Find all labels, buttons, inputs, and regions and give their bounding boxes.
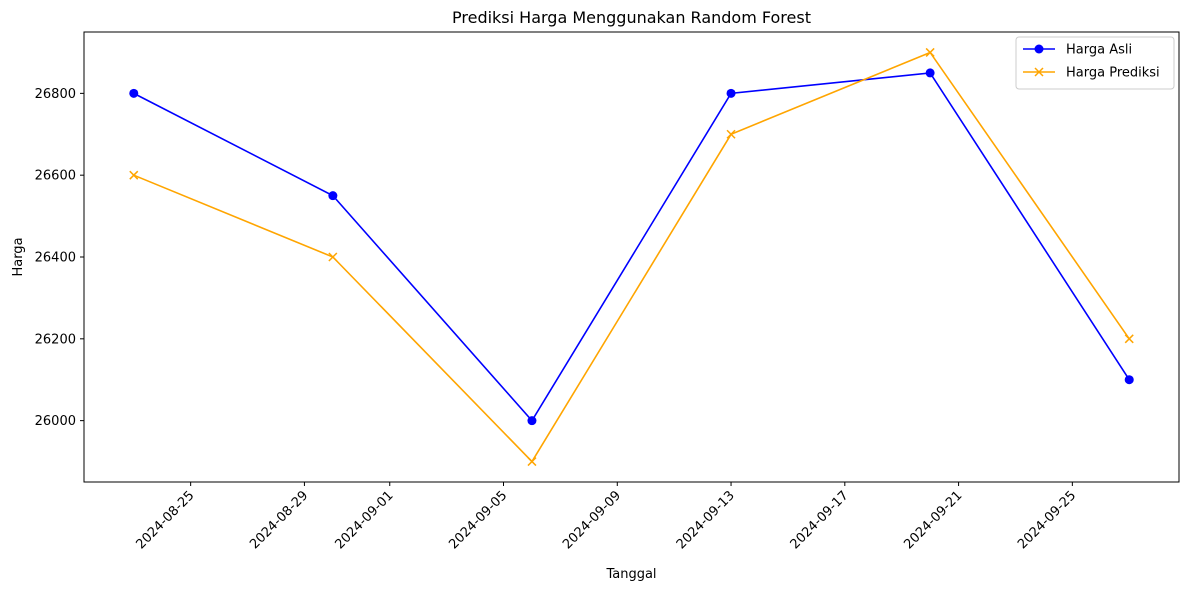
data-point: [726, 88, 736, 98]
y-tick-label: 26800: [35, 87, 76, 102]
chart-title: Prediksi Harga Menggunakan Random Forest: [452, 8, 811, 27]
x-tick-label: 2024-09-01: [333, 488, 397, 552]
legend-entry: Harga Prediksi: [1023, 66, 1160, 81]
data-point: [129, 88, 139, 98]
x-tick-label: 2024-09-09: [560, 488, 624, 552]
data-point: [925, 68, 935, 78]
series-line: [133, 72, 1130, 422]
data-point: [925, 47, 935, 57]
data-point-stroke: [925, 47, 935, 57]
legend-entry: Harga Asli: [1023, 43, 1132, 58]
x-tick-label: 2024-09-21: [901, 488, 965, 552]
data-point-stroke: [726, 129, 736, 139]
data-point: [1124, 375, 1134, 385]
y-axis-label: Harga: [11, 237, 26, 276]
x-tick-label: 2024-09-13: [674, 488, 738, 552]
data-point: [328, 252, 338, 262]
x-tick-label: 2024-09-25: [1015, 488, 1079, 552]
y-axis: 26000 26200 26400 26600 26800: [35, 87, 84, 429]
data-point: [328, 191, 338, 201]
data-point: [1124, 334, 1134, 344]
series-harga-asli: [129, 68, 1134, 426]
legend-marker: [1034, 44, 1044, 54]
y-tick-label: 26200: [35, 332, 76, 347]
series-harga-prediksi: [129, 47, 1134, 467]
y-tick-label: 26000: [35, 414, 76, 429]
data-point-stroke: [328, 252, 338, 262]
data-point: [527, 416, 537, 426]
legend: Harga Asli Harga Prediksi: [1015, 36, 1175, 90]
x-tick-label: 2024-08-29: [247, 488, 311, 552]
data-point-stroke: [129, 170, 139, 180]
data-point: [527, 457, 537, 467]
series-line: [133, 51, 1130, 463]
x-tick-label: 2024-09-05: [446, 488, 510, 552]
data-point-stroke: [527, 457, 537, 467]
y-tick-label: 26600: [35, 169, 76, 184]
legend-label: Harga Asli: [1066, 43, 1132, 58]
legend-box: [1015, 36, 1175, 90]
y-tick-label: 26400: [35, 251, 76, 266]
legend-marker: [1034, 67, 1044, 77]
x-tick-label: 2024-09-17: [788, 488, 852, 552]
data-point: [129, 170, 139, 180]
legend-label: Harga Prediksi: [1066, 66, 1160, 81]
x-axis-label: Tanggal: [605, 567, 656, 582]
data-point-stroke: [1124, 334, 1134, 344]
x-axis: 2024-08-25 2024-08-29 2024-09-01 2024-09-05…: [133, 482, 1079, 552]
series-layer: [129, 47, 1134, 467]
x-tick-label: 2024-08-25: [133, 488, 197, 552]
data-point: [726, 129, 736, 139]
